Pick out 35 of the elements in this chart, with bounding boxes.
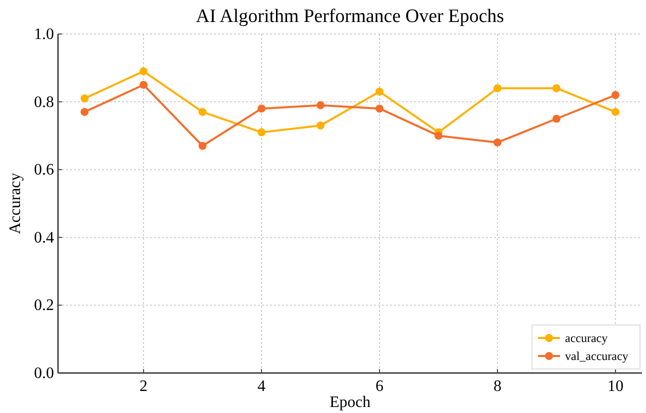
y-tick-label: 0.0: [34, 365, 54, 382]
point: [316, 101, 325, 110]
point: [611, 91, 620, 100]
point: [493, 84, 502, 92]
point: [140, 80, 148, 89]
point: [552, 114, 560, 123]
point: [258, 104, 266, 113]
x-tick-label: 8: [493, 378, 502, 395]
y-tick-label: 0.6: [34, 162, 54, 179]
point: [198, 142, 207, 150]
x-tick-label: 6: [375, 378, 384, 395]
point: [258, 128, 266, 136]
legend-label: accuracy: [565, 331, 608, 345]
point: [552, 84, 560, 92]
x-tick-label: 4: [258, 378, 266, 395]
x-tick-label: 10: [607, 378, 624, 395]
y-tick-label: 0.2: [34, 297, 54, 314]
point: [375, 88, 384, 96]
point: [80, 94, 89, 102]
x-axis-title: Epoch: [330, 394, 370, 411]
y-tick-label: 1.0: [34, 26, 54, 43]
y-tick-label: 0.8: [34, 94, 54, 111]
point: [140, 67, 148, 76]
point: [80, 108, 89, 116]
y-tick-label: 0.4: [34, 229, 54, 246]
point: [493, 138, 502, 146]
point: [434, 132, 442, 140]
point: [198, 108, 207, 116]
legend-label: val_accuracy: [565, 349, 628, 363]
y-axis-title: Accuracy: [7, 172, 24, 234]
chart-title: AI Algorithm Performance Over Epochs: [196, 6, 504, 27]
x-tick-label: 2: [140, 378, 148, 395]
point: [611, 108, 620, 116]
point: [375, 104, 384, 113]
point: [316, 122, 325, 130]
